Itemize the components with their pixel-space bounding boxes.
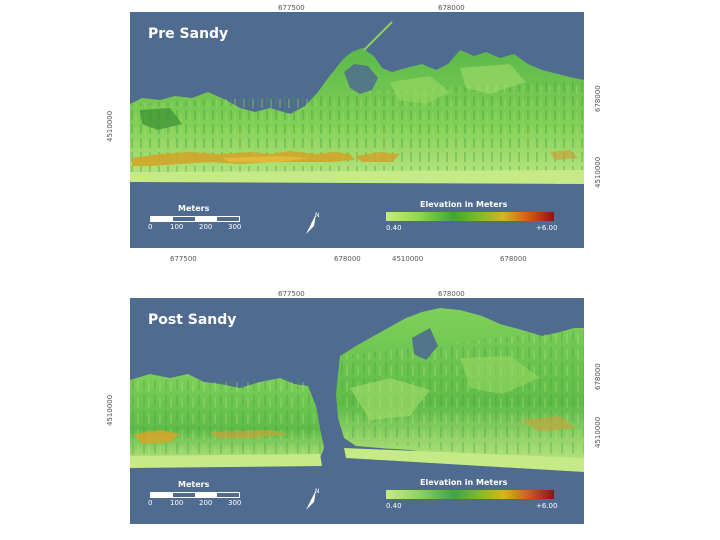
legend-min: 0.40: [386, 224, 402, 232]
top-coord-1: 677500: [278, 4, 305, 12]
scale-tick-0: 0: [148, 499, 153, 507]
legend-title: Elevation in Meters: [420, 200, 508, 209]
scale-tick-300: 300: [228, 223, 242, 231]
scale-tick-200: 200: [199, 499, 213, 507]
left-coord: 4510000: [106, 394, 114, 426]
scale-tick-100: 100: [170, 499, 184, 507]
scale-tick-0: 0: [148, 223, 153, 231]
bottom-coord-4: 678000: [500, 255, 527, 263]
bottom-coord-3: 4510000: [392, 255, 424, 263]
scale-bar-graphic: [150, 492, 240, 498]
legend-max: +6.00: [536, 224, 558, 232]
bottom-coord-2: 678000: [334, 255, 361, 263]
svg-text:N: N: [315, 488, 320, 495]
left-coord: 4510000: [106, 110, 114, 142]
pre-lagoon-cove: [344, 64, 378, 94]
pre-channel-line: [363, 21, 393, 51]
legend-title: Elevation in Meters: [420, 478, 508, 487]
pre-vegetation-texture: [130, 80, 584, 182]
scale-label: Meters: [178, 204, 210, 213]
legend-color-ramp: [386, 212, 554, 221]
legend-color-ramp: [386, 490, 554, 499]
post-sandy-panel: 677500 678000: [106, 290, 602, 528]
pre-sandy-panel: 677500 678000: [106, 4, 602, 263]
post-sandy-title: Post Sandy: [148, 312, 237, 328]
north-arrow-icon: N: [302, 210, 322, 236]
top-coord-1: 677500: [278, 290, 305, 298]
post-sandy-elevation-raster: [130, 308, 584, 472]
scale-tick-200: 200: [199, 223, 213, 231]
post-sandy-map: Post Sandy Meters 0 100 200 300 N Elevat…: [130, 298, 584, 524]
pre-sandy-map: Pre Sandy Meters 0 100 200 300 N Elevati…: [130, 12, 584, 248]
pre-sandy-title: Pre Sandy: [148, 26, 229, 42]
scale-tick-100: 100: [170, 223, 184, 231]
right-coord-1: 678000: [594, 363, 602, 390]
legend-min: 0.40: [386, 502, 402, 510]
legend-max: +6.00: [536, 502, 558, 510]
pre-sandy-elevation-raster: [130, 21, 584, 184]
scale-label: Meters: [178, 480, 210, 489]
north-arrow-icon: N: [302, 486, 322, 512]
top-coord-2: 678000: [438, 4, 465, 12]
right-coord-1: 678000: [594, 85, 602, 112]
scale-bar-graphic: [150, 216, 240, 222]
right-coord-2: 4510000: [594, 156, 602, 188]
bottom-coord-1: 677500: [170, 255, 197, 263]
scale-tick-300: 300: [228, 499, 242, 507]
svg-text:N: N: [315, 212, 320, 219]
top-coord-2: 678000: [438, 290, 465, 298]
right-coord-2: 4510000: [594, 416, 602, 448]
